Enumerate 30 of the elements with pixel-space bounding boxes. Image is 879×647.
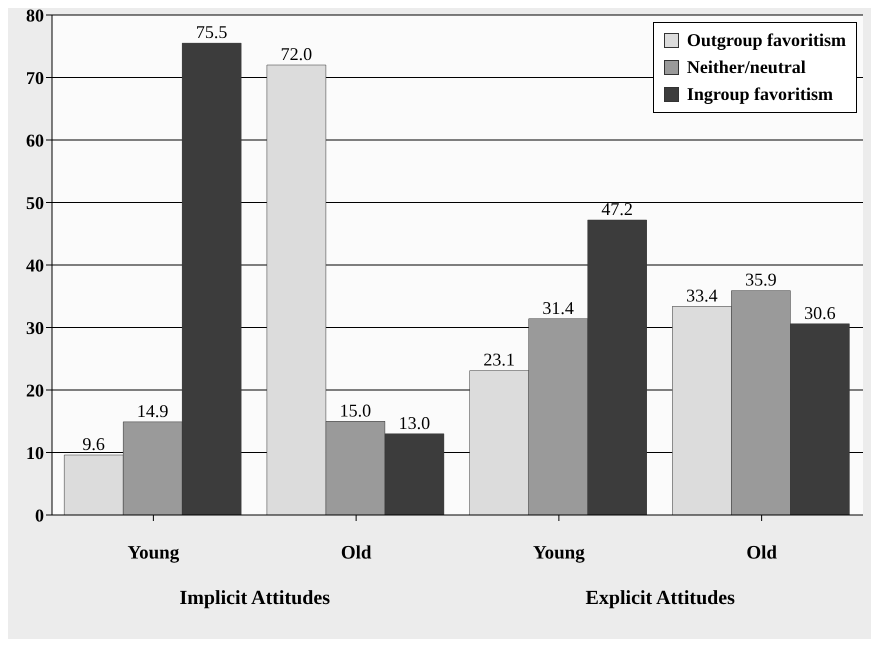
y-tick-label: 40 <box>26 255 44 276</box>
x-tick-label: Young <box>128 542 180 564</box>
data-label: 35.9 <box>745 270 777 290</box>
y-tick-label: 60 <box>26 130 44 150</box>
data-label: 9.6 <box>82 434 105 454</box>
data-label: 23.1 <box>483 350 515 370</box>
y-tick-label: 50 <box>26 192 44 213</box>
y-tick-label: 20 <box>26 380 44 400</box>
data-label: 31.4 <box>542 298 574 318</box>
text: Explicit Attitudes <box>584 587 736 610</box>
x-tick-label: Young <box>533 542 586 564</box>
y-tick-label: 30 <box>26 318 44 338</box>
legend-label: Outgroup favoritism <box>686 29 846 52</box>
y-tick-label: 80 <box>26 5 44 26</box>
y-tick-label: 10 <box>26 442 44 463</box>
data-label: 75.5 <box>196 22 228 42</box>
legend-label: Ingroup favoritism <box>686 83 834 106</box>
data-label: 13.0 <box>398 412 430 433</box>
data-label: 72.0 <box>280 44 312 64</box>
data-label: 14.9 <box>136 400 168 421</box>
data-label: 47.2 <box>601 199 633 219</box>
data-label: 15.0 <box>340 400 372 420</box>
legend-label: Neither/neutral <box>686 56 807 79</box>
y-tick-label: 70 <box>26 68 44 88</box>
text: Implicit Attitudes <box>178 587 332 610</box>
x-tick-label: Old <box>746 542 778 564</box>
data-label: 33.4 <box>686 285 718 306</box>
data-label: 30.6 <box>804 302 836 323</box>
y-tick-label: 0 <box>35 505 44 526</box>
x-tick-label: Old <box>340 542 372 564</box>
